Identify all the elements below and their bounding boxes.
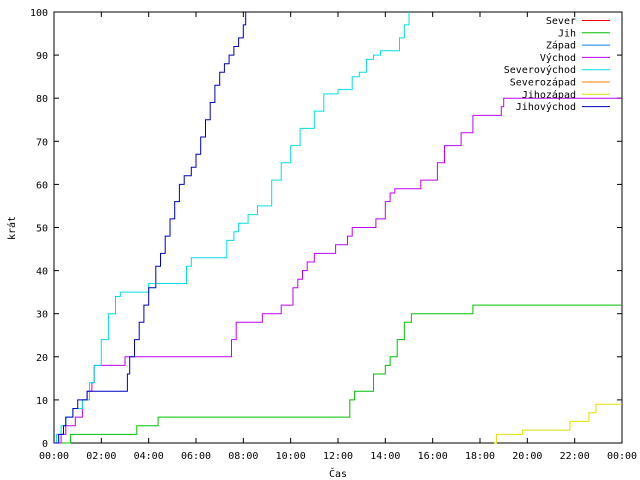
series-lines: [54, 12, 622, 444]
x-axis-label: Čas: [329, 467, 347, 480]
legend-label: Jihozápad: [522, 89, 576, 101]
series-line-7: [494, 403, 622, 444]
series-line-2: [54, 304, 622, 444]
y-tick-label: 100: [30, 8, 48, 19]
y-tick-label: 40: [36, 267, 48, 278]
x-tick-label: 16:00: [418, 451, 448, 462]
y-axis-ticks: 0 10 20 30 40 50 60 70 80 90 100: [30, 8, 622, 450]
x-tick-label: 12:00: [323, 451, 353, 462]
legend: SeverJihZápadVýchodSeverovýchodSeverozáp…: [504, 16, 610, 113]
x-tick-label: 04:00: [134, 451, 164, 462]
x-tick-label: 02:00: [86, 451, 116, 462]
y-tick-label: 50: [36, 224, 48, 235]
legend-label: Východ: [540, 52, 576, 64]
y-tick-label: 80: [36, 94, 48, 105]
y-tick-label: 90: [36, 51, 48, 62]
x-tick-label: 10:00: [276, 451, 306, 462]
y-tick-label: 20: [36, 353, 48, 364]
y-tick-label: 10: [36, 396, 48, 407]
x-tick-label: 18:00: [465, 451, 495, 462]
series-line-4: [54, 97, 622, 444]
x-tick-label: 08:00: [228, 451, 258, 462]
legend-label: Jih: [558, 28, 576, 39]
legend-label: Severovýchod: [504, 64, 576, 76]
x-tick-label: 22:00: [560, 451, 590, 462]
legend-label: Jihovýchod: [516, 101, 576, 113]
x-tick-label: 06:00: [181, 451, 211, 462]
x-axis-ticks: 00:00 02:00 04:00 06:00 08:00 10:00 12:00 14:00…: [39, 12, 637, 462]
legend-label: Severozápad: [510, 77, 576, 89]
series-line-8: [54, 12, 247, 444]
y-tick-label: 70: [36, 137, 48, 148]
series-line-5: [54, 12, 410, 444]
x-tick-label: 00:00: [39, 451, 69, 462]
y-tick-label: 60: [36, 180, 48, 191]
x-tick-label: 20:00: [512, 451, 542, 462]
y-axis-label: krát: [6, 216, 18, 240]
x-tick-label: 00:00: [607, 451, 637, 462]
y-tick-label: 30: [36, 310, 48, 321]
y-tick-label: 0: [42, 439, 48, 450]
x-tick-label: 14:00: [370, 451, 400, 462]
legend-label: Západ: [546, 40, 576, 52]
legend-label: Sever: [546, 16, 576, 27]
